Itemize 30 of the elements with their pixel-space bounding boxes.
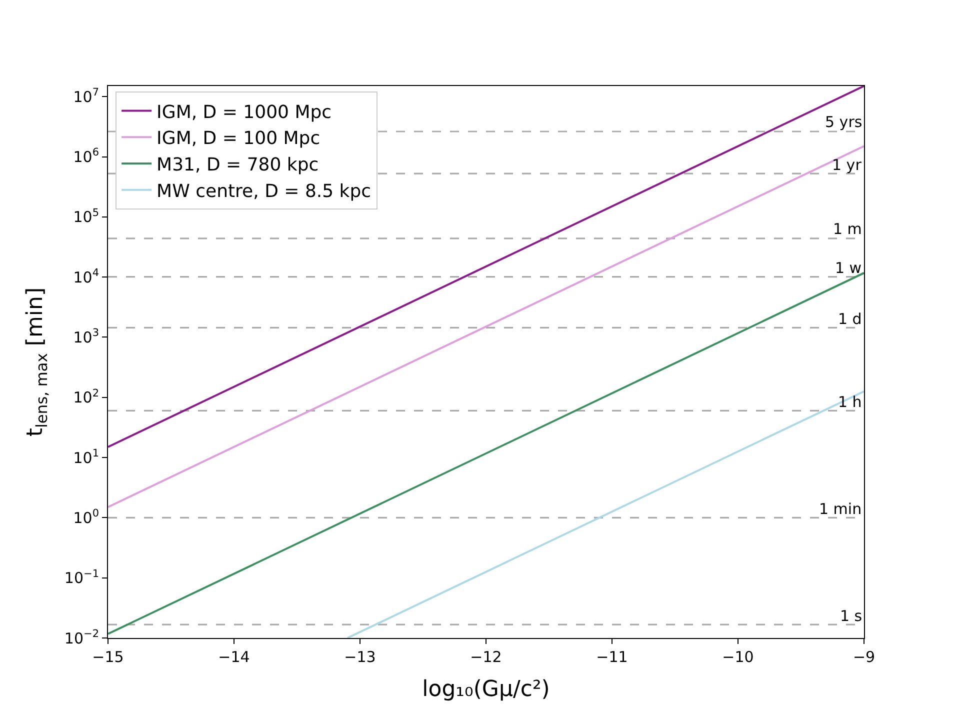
x-axis-title: log₁₀(Gμ/c²) (422, 676, 550, 702)
x-tick-label: −11 (596, 648, 628, 666)
ref-line-label: 1 yr (832, 156, 862, 174)
x-tick-label: −15 (92, 648, 124, 666)
y-tick-label: 10$^{4}$ (73, 267, 100, 286)
x-tick-label: −10 (722, 648, 754, 666)
ref-line-label: 1 m (833, 220, 862, 238)
ref-line-label: 5 yrs (825, 113, 862, 131)
y-tick-label: 10$^{−1}$ (64, 568, 99, 588)
legend-label: M31, D = 780 kpc (156, 154, 319, 176)
y-tick-label: 10$^{6}$ (73, 146, 100, 166)
y-tick-label: 10$^{2}$ (73, 387, 99, 407)
legend-label: IGM, D = 1000 Mpc (156, 102, 332, 123)
y-tick-label: 10$^{−2}$ (64, 628, 99, 648)
y-tick-label: 10$^{5}$ (73, 206, 99, 226)
ref-line-label: 1 d (838, 310, 862, 328)
y-tick-label: 10$^{0}$ (73, 508, 99, 527)
ref-line-label: 1 s (840, 607, 862, 625)
y-tick-label: 10$^{7}$ (73, 86, 99, 106)
ref-line-label: 1 h (838, 393, 862, 411)
x-tick-label: −9 (852, 648, 876, 666)
ref-line-label: 1 min (819, 500, 862, 518)
x-tick-label: −13 (344, 648, 376, 666)
x-tick-label: −14 (218, 648, 250, 666)
legend-label: IGM, D = 100 Mpc (156, 128, 320, 150)
y-tick-label: 10$^{3}$ (73, 327, 99, 346)
x-tick-label: −12 (470, 648, 502, 666)
y-tick-label: 10$^{1}$ (73, 447, 99, 467)
legend-label: MW centre, D = 8.5 kpc (156, 180, 372, 202)
ref-line-label: 1 w (835, 259, 862, 277)
